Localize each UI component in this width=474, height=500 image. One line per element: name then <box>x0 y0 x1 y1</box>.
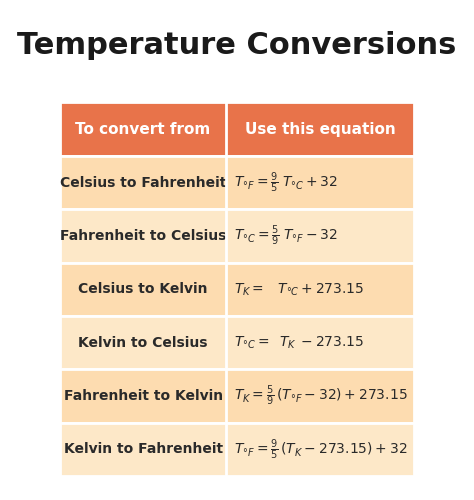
Text: Kelvin to Fahrenheit: Kelvin to Fahrenheit <box>64 442 223 456</box>
Text: $T_{\degree F} = \frac{9}{5}\; T_{\degree C} + 32$: $T_{\degree F} = \frac{9}{5}\; T_{\degre… <box>234 170 338 194</box>
Text: $T_{\degree C} = \frac{5}{9}\; T_{\degree F} - 32$: $T_{\degree C} = \frac{5}{9}\; T_{\degre… <box>234 224 338 248</box>
Text: Use this equation: Use this equation <box>245 122 396 136</box>
Text: Celsius to Kelvin: Celsius to Kelvin <box>78 282 208 296</box>
Text: To convert from: To convert from <box>75 122 211 136</box>
Text: $T_{\degree F} = \frac{9}{5}\,(T_K - 273.15) + 32$: $T_{\degree F} = \frac{9}{5}\,(T_K - 273… <box>234 438 408 462</box>
FancyBboxPatch shape <box>60 423 414 476</box>
Text: $T_K =\;\;\; T_{\degree C} + 273.15$: $T_K =\;\;\; T_{\degree C} + 273.15$ <box>234 281 365 297</box>
FancyBboxPatch shape <box>60 102 414 156</box>
FancyBboxPatch shape <box>60 156 414 210</box>
FancyBboxPatch shape <box>60 370 414 423</box>
FancyBboxPatch shape <box>60 316 414 370</box>
FancyBboxPatch shape <box>60 262 414 316</box>
Text: Fahrenheit to Celsius: Fahrenheit to Celsius <box>60 229 226 243</box>
Text: Temperature Conversions: Temperature Conversions <box>18 32 456 60</box>
FancyBboxPatch shape <box>60 210 414 262</box>
Text: Fahrenheit to Kelvin: Fahrenheit to Kelvin <box>64 389 223 403</box>
Text: Kelvin to Celsius: Kelvin to Celsius <box>78 336 208 349</box>
Text: $T_{\degree C} =\;\; T_K\; - 273.15$: $T_{\degree C} =\;\; T_K\; - 273.15$ <box>234 334 365 351</box>
Text: Celsius to Fahrenheit: Celsius to Fahrenheit <box>60 176 226 190</box>
Text: $T_K = \frac{5}{9}\,(T_{\degree F} - 32) +273.15$: $T_K = \frac{5}{9}\,(T_{\degree F} - 32)… <box>234 384 408 408</box>
